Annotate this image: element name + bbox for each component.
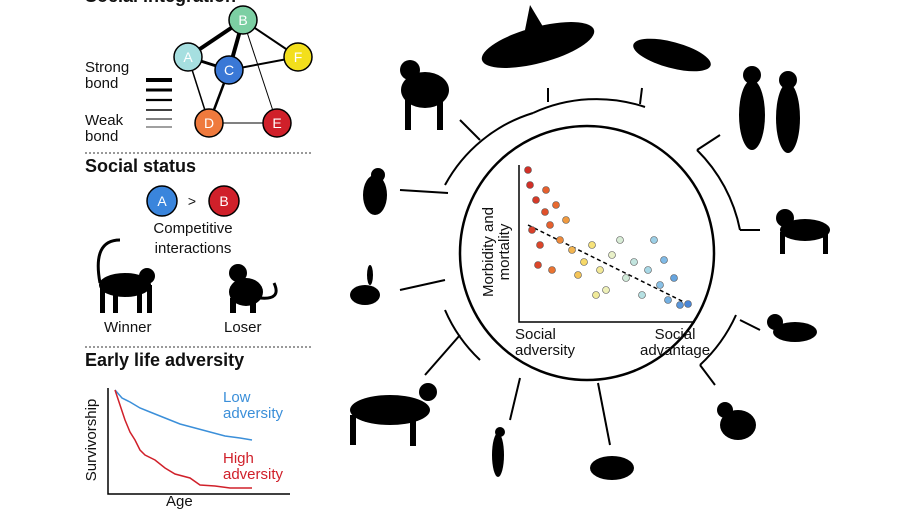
low-adversity-label: Low adversity xyxy=(223,389,284,422)
loser-label: Loser xyxy=(224,319,262,336)
node-label: E xyxy=(272,115,281,131)
node-label: F xyxy=(294,49,303,65)
status-caption: Competitive interactions xyxy=(153,220,233,257)
bond-label: Strong bond xyxy=(85,59,130,92)
section-title: Social integration xyxy=(85,0,236,5)
y-axis-label: Survivorship xyxy=(83,398,100,482)
node-label: D xyxy=(204,115,214,131)
section-title: Early life adversity xyxy=(85,350,245,370)
x-axis-label: Social adversity xyxy=(515,326,576,359)
high-adversity-label: High adversity xyxy=(223,450,284,483)
node-label: B xyxy=(238,12,247,28)
status-relation: > xyxy=(188,193,196,209)
scatter-plot xyxy=(518,165,695,323)
network-nodes xyxy=(146,5,313,217)
node-label: A xyxy=(183,49,193,65)
animal-icons xyxy=(350,5,830,480)
status-node: A xyxy=(157,193,167,209)
bond-scale xyxy=(146,78,172,128)
node-label: C xyxy=(224,62,234,78)
section-title: Social status xyxy=(85,156,197,176)
survivorship-plot xyxy=(107,388,290,495)
phylogeny xyxy=(399,87,761,446)
bond-label: Weak bond xyxy=(85,112,124,145)
x-axis-label: Social advantage xyxy=(640,326,711,359)
x-axis-label: Age xyxy=(166,493,193,510)
center-circle xyxy=(458,124,716,382)
monkey-icons xyxy=(96,238,278,313)
status-node: B xyxy=(219,193,228,209)
y-axis-label: Morbidity and mortality xyxy=(480,206,513,298)
winner-label: Winner xyxy=(104,319,152,336)
